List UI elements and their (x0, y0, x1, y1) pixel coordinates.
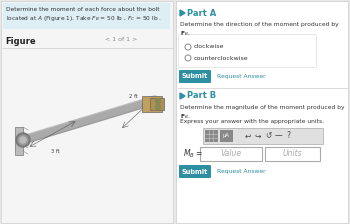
Text: $\mathbf{F}_B$.: $\mathbf{F}_B$. (180, 29, 190, 38)
Text: 2 ft: 2 ft (128, 95, 138, 99)
FancyBboxPatch shape (176, 1, 348, 223)
FancyBboxPatch shape (150, 98, 164, 110)
FancyBboxPatch shape (205, 130, 218, 142)
Circle shape (16, 133, 30, 147)
Circle shape (18, 135, 28, 145)
Text: Submit: Submit (182, 168, 208, 174)
Text: Determine the moment of each force about the bolt: Determine the moment of each force about… (6, 7, 160, 12)
Text: μA: μA (223, 134, 230, 138)
Circle shape (155, 99, 161, 103)
Text: 3 ft: 3 ft (51, 149, 60, 154)
Polygon shape (180, 10, 185, 16)
FancyBboxPatch shape (265, 147, 320, 161)
Text: Request Answer: Request Answer (217, 74, 266, 79)
FancyBboxPatch shape (3, 3, 170, 29)
Circle shape (185, 55, 191, 61)
Text: Determine the magnitude of the moment produced by: Determine the magnitude of the moment pr… (180, 105, 344, 110)
FancyBboxPatch shape (179, 70, 211, 83)
Circle shape (155, 105, 161, 110)
Text: Express your answer with the appropriate units.: Express your answer with the appropriate… (180, 119, 324, 124)
Text: Figure: Figure (5, 37, 36, 46)
Text: counterclockwise: counterclockwise (194, 56, 248, 60)
Text: ↺: ↺ (265, 131, 271, 140)
Circle shape (185, 44, 191, 50)
Text: =: = (195, 149, 201, 159)
FancyBboxPatch shape (178, 34, 316, 67)
FancyBboxPatch shape (200, 147, 262, 161)
Text: Request Answer: Request Answer (217, 169, 266, 174)
Text: Value: Value (220, 149, 241, 159)
FancyBboxPatch shape (179, 165, 211, 178)
Text: ↩: ↩ (245, 131, 251, 140)
Text: —: — (274, 131, 282, 140)
Text: ?: ? (286, 131, 290, 140)
Text: $\mathbf{F}_B$.: $\mathbf{F}_B$. (180, 112, 190, 121)
Text: Units: Units (282, 149, 302, 159)
FancyBboxPatch shape (1, 1, 173, 223)
FancyBboxPatch shape (3, 49, 172, 221)
FancyBboxPatch shape (203, 128, 323, 144)
Text: Part B: Part B (187, 91, 216, 101)
Text: Determine the direction of the moment produced by: Determine the direction of the moment pr… (180, 22, 339, 27)
Text: Part A: Part A (187, 9, 216, 17)
Text: clockwise: clockwise (194, 45, 224, 50)
Text: Submit: Submit (182, 73, 208, 80)
Text: ↪: ↪ (255, 131, 261, 140)
Text: < 1 of 1 >: < 1 of 1 > (105, 37, 137, 42)
FancyBboxPatch shape (220, 130, 233, 142)
Polygon shape (180, 93, 185, 99)
FancyBboxPatch shape (15, 127, 23, 155)
Circle shape (20, 137, 26, 143)
FancyBboxPatch shape (142, 96, 162, 112)
Text: located at $A$ (Figure 1). Take $F_B$ = 50 lb , $F_C$ = 50 lb .: located at $A$ (Figure 1). Take $F_B$ = … (6, 14, 162, 23)
Text: $M_B$: $M_B$ (183, 148, 195, 160)
